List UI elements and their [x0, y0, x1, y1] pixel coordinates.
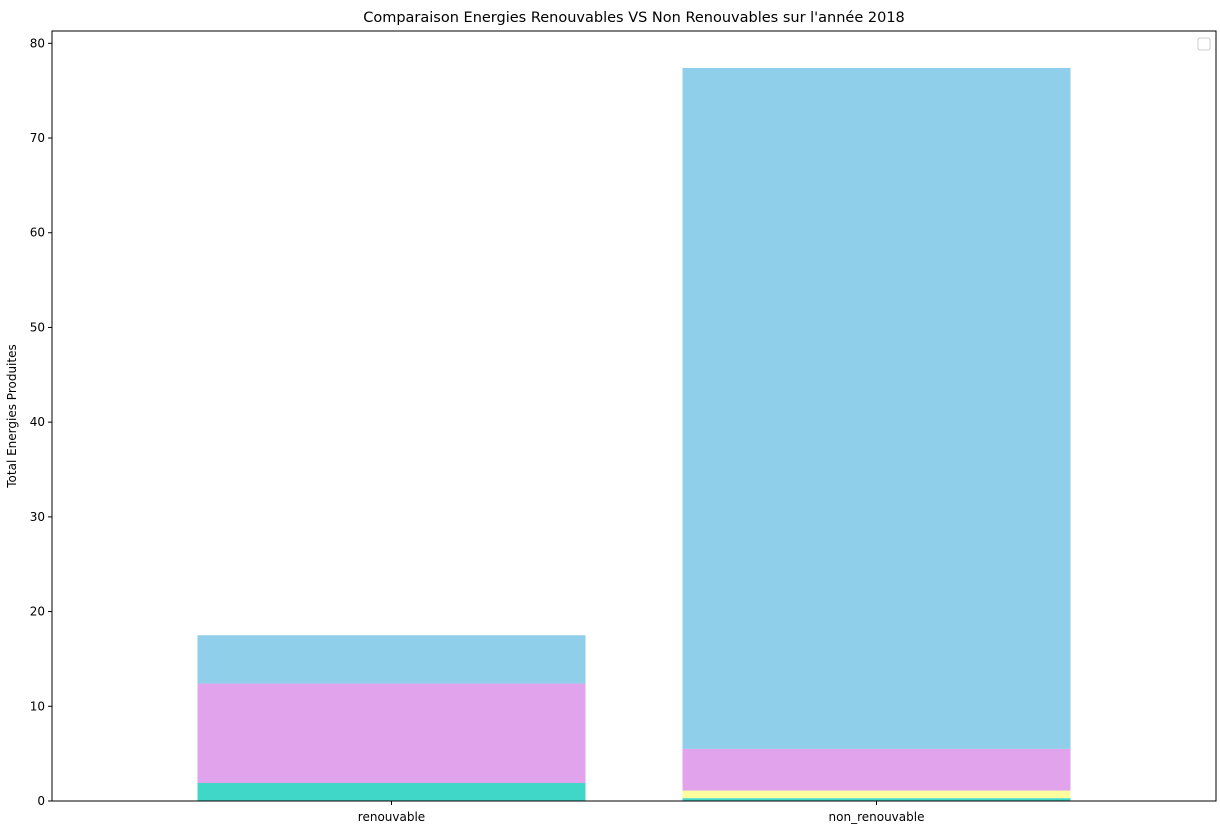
x-axis-ticks: renouvable non_renouvable [358, 801, 925, 824]
x-tick-label-renouvable: renouvable [358, 810, 425, 824]
plot-frame [51, 30, 1217, 802]
bar-segment-renouvable-0 [197, 783, 586, 801]
bar-segment-renouvable-2 [197, 683, 586, 784]
y-tick-label: 40 [30, 415, 45, 429]
bar-segment-non_renouvable-2 [682, 748, 1071, 791]
x-tick-label-non_renouvable: non_renouvable [829, 810, 925, 824]
y-tick-label: 70 [30, 131, 45, 145]
y-tick-label: 10 [30, 699, 45, 713]
y-tick-label: 80 [30, 36, 45, 50]
y-axis-ticks: 0 10 20 30 40 50 60 70 80 [30, 36, 52, 808]
y-axis-label: Total Energies Produites [5, 344, 19, 488]
chart-title: Comparaison Energies Renouvables VS Non … [363, 10, 905, 26]
y-tick-label: 30 [30, 510, 45, 524]
bar-segment-non_renouvable-1 [682, 790, 1071, 799]
bar-segment-renouvable-3 [197, 635, 586, 684]
y-tick-label: 50 [30, 320, 45, 334]
bar-segment-non_renouvable-3 [682, 67, 1071, 749]
bar-segment-non_renouvable-0 [682, 798, 1071, 801]
bars [197, 67, 1071, 801]
y-tick-label: 0 [37, 794, 45, 808]
legend [1197, 37, 1211, 51]
y-tick-label: 20 [30, 605, 45, 619]
y-tick-label: 60 [30, 226, 45, 240]
